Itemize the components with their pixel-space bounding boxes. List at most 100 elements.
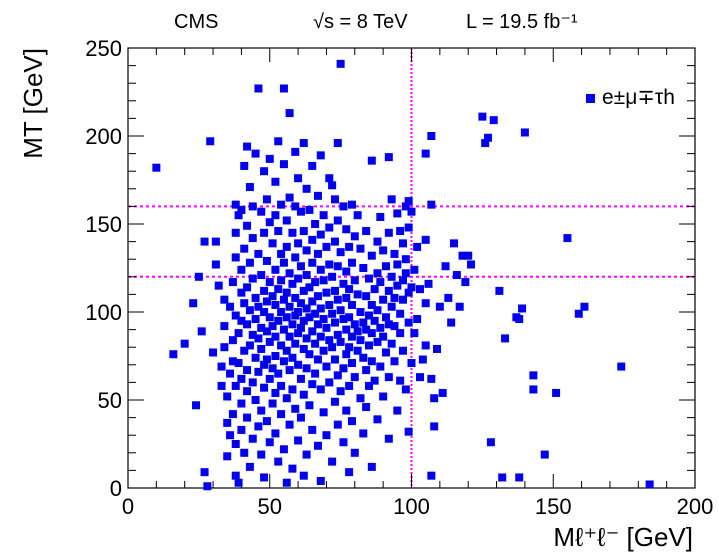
data-point <box>379 392 388 401</box>
data-point <box>279 258 288 267</box>
data-point <box>427 132 436 140</box>
data-point <box>277 200 286 209</box>
data-point <box>347 200 356 209</box>
data-point <box>362 366 371 375</box>
data-point <box>333 262 342 271</box>
data-point <box>189 299 198 308</box>
data-point <box>200 468 209 477</box>
data-point <box>387 195 396 204</box>
data-point <box>398 276 407 285</box>
data-point <box>367 357 376 366</box>
data-point <box>407 359 416 368</box>
data-point <box>353 290 362 299</box>
y-tick-label: 200 <box>85 124 122 149</box>
data-point <box>362 403 371 412</box>
data-point <box>271 332 280 341</box>
data-point <box>367 156 376 165</box>
data-point <box>322 431 331 440</box>
data-point <box>495 286 504 295</box>
data-point <box>282 288 291 297</box>
data-point <box>421 341 430 350</box>
data-point <box>291 202 300 211</box>
data-point <box>384 434 393 443</box>
data-point <box>271 429 280 438</box>
data-point <box>396 227 405 236</box>
data-point <box>384 373 393 382</box>
data-point <box>356 394 365 403</box>
data-point <box>260 383 269 392</box>
data-point <box>257 450 266 459</box>
data-point <box>330 355 339 364</box>
data-point <box>262 195 271 204</box>
data-point <box>427 374 436 383</box>
data-point <box>228 410 237 419</box>
data-point <box>311 309 320 318</box>
data-point <box>277 308 286 316</box>
x-tick-label: 150 <box>535 494 572 519</box>
data-point <box>268 364 277 373</box>
data-point <box>333 216 342 225</box>
data-point <box>478 112 487 121</box>
data-point <box>393 260 402 269</box>
data-point <box>296 374 305 383</box>
data-point <box>243 221 252 230</box>
data-point <box>325 260 334 269</box>
data-point <box>367 251 376 260</box>
data-point <box>271 177 280 186</box>
x-tick-label: 100 <box>393 494 430 519</box>
data-point <box>220 343 229 352</box>
data-point <box>339 202 348 211</box>
data-point <box>296 299 305 308</box>
data-point <box>268 292 277 301</box>
data-point <box>333 139 342 148</box>
data-point <box>299 139 308 148</box>
data-point <box>277 276 286 285</box>
data-point <box>390 249 399 258</box>
data-point <box>228 336 237 345</box>
y-tick-label: 100 <box>85 300 122 325</box>
data-point <box>220 295 229 304</box>
data-point <box>311 339 320 348</box>
data-point <box>274 285 283 294</box>
x-tick-label: 0 <box>122 494 134 519</box>
data-point <box>540 450 549 459</box>
y-tick-label: 250 <box>85 36 122 61</box>
data-point <box>254 334 263 343</box>
data-point <box>305 313 314 322</box>
data-point <box>384 320 393 329</box>
data-point <box>271 300 280 309</box>
axis-ticks: 0 50 100 150 200 0 50 100 150 200 250 <box>85 36 713 519</box>
data-point <box>237 399 246 408</box>
data-point <box>404 223 413 232</box>
data-point <box>294 174 303 183</box>
data-point <box>260 308 269 316</box>
data-point <box>257 323 266 332</box>
data-point <box>407 283 416 292</box>
data-point <box>234 329 243 338</box>
data-point <box>345 242 354 251</box>
data-point <box>390 357 399 366</box>
data-point <box>248 234 257 243</box>
data-point <box>268 322 277 331</box>
data-point <box>302 184 311 193</box>
data-point <box>291 339 300 348</box>
data-point <box>421 299 430 308</box>
data-point <box>356 308 365 316</box>
data-point <box>254 302 263 311</box>
data-point <box>288 464 297 473</box>
data-point <box>353 211 362 220</box>
data-point <box>410 329 419 338</box>
data-point <box>342 225 351 234</box>
data-point <box>299 471 308 480</box>
data-point <box>243 320 252 329</box>
data-point <box>450 239 459 248</box>
data-point <box>211 237 220 246</box>
data-point <box>265 438 274 447</box>
data-point <box>305 205 314 214</box>
data-point <box>373 337 382 346</box>
data-point <box>353 346 362 355</box>
data-point <box>277 249 286 258</box>
data-point <box>299 286 308 295</box>
data-point <box>461 278 470 287</box>
data-point <box>211 260 220 269</box>
